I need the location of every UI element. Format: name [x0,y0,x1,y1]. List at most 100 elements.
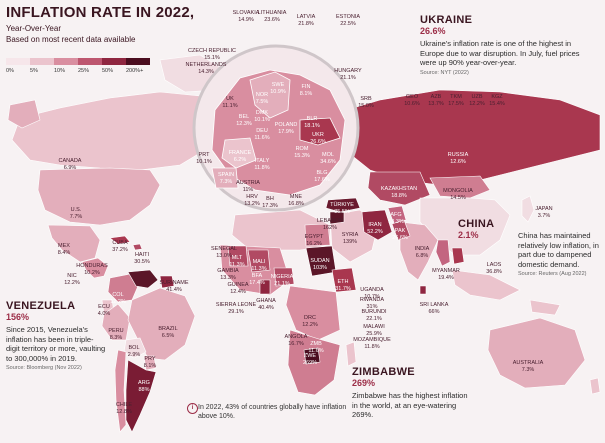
country-value: 13.3% [220,274,236,281]
country-value: 11.8% [364,343,380,350]
country-value: 10.2% [84,269,100,276]
region-new-guinea [529,299,561,316]
country-name: MYANMAR [432,268,460,274]
country-name: CHILE [115,402,133,408]
country-label: ITALY 11.8% [254,158,269,171]
country-value: 12.6% [450,158,466,165]
country-value: 269% [302,359,318,366]
country-value: 37.2% [112,246,128,253]
country-value: 52.2% [367,228,383,235]
country-value: 10.1% [196,158,212,165]
country-label: PERU 8.3% [108,328,123,341]
region-central-america [81,257,109,279]
country-name: SENEGAL [211,246,237,252]
region-mongolia [429,175,491,199]
country-label: EGYPT 16.2% [305,234,324,247]
country-label: LEBANON 162% [317,218,343,231]
info-icon: i [187,403,198,414]
country-value: 8.1% [299,90,313,97]
country-name: BURUNDI [361,309,387,315]
country-value: 7.5% [255,98,269,105]
country-label: FRANCE 6.2% [229,150,252,163]
country-value: 10.9% [270,88,286,95]
country-value: 85.5% [334,208,350,215]
country-name: ETH [337,279,349,285]
country-value: 162% [322,224,338,231]
country-name: MNE [289,194,303,200]
country-name: SURINAME [159,280,189,286]
country-label: BLR 18.1% [304,116,320,129]
country-name: SLOVAKIA [232,10,260,16]
country-label: SRI LANKA 66% [420,302,449,315]
country-value: 8.1% [143,362,157,369]
country-value: 8.3% [109,334,123,341]
region-japan [521,195,535,223]
country-name: MONGOLIA [443,188,473,194]
country-value: 15.0% [358,102,374,109]
region-new-zealand [589,377,601,395]
country-name: NIC [67,273,77,279]
subtitle-line-2: Based on most recent data available [6,35,136,44]
country-value: 41.4% [166,286,182,293]
country-value: 21.8% [298,20,314,27]
country-label: DRC 12.2% [302,315,318,328]
country-label: GHANA 40.4% [256,298,276,311]
country-label: ZMB 11.6% [308,341,323,354]
country-name: LITHUANIA [257,10,287,16]
country-name: TÜRKIYE [330,202,354,208]
country-value: 18.8% [391,192,407,199]
country-label: RUSSIA 12.6% [448,152,468,165]
country-label: MNE 16.8% [288,194,304,207]
country-label: BEL 12.3% [236,114,252,127]
country-label: PRT 10.1% [196,152,212,165]
country-label: ARG 88% [138,380,150,393]
country-value: 16.8% [288,200,304,207]
country-label: SENEGAL 13.0% [211,246,237,259]
country-value: 12.3% [236,120,252,127]
region-se-asia [451,269,521,301]
country-value: 7.7% [69,213,83,220]
country-name: U.S. [70,207,82,213]
region-paraguay [143,355,157,371]
country-value: 17.9% [278,128,294,135]
country-label: NETHERLANDS 14.3% [186,62,227,75]
country-name: SWE [271,82,285,88]
country-name: POLAND [274,122,298,128]
country-label: KGZ 15.4% [489,94,505,107]
country-label: SWE 10.9% [270,82,286,95]
region-egypt [304,223,331,247]
region-bolivia [123,337,147,359]
country-value: 17.5% [448,100,464,107]
region-zimbabwe [303,347,321,365]
country-label: ETH 31.7% [335,279,351,292]
country-label: BOL 2.9% [128,345,141,358]
region-suriname [159,275,175,289]
country-label: U.S. 7.7% [70,207,83,220]
callout-china-head: CHINA 2.1% [458,218,526,241]
country-label: AUSTRIA 11% [236,180,260,193]
country-name: BFA [251,273,263,279]
country-value: 8.4% [57,249,71,256]
callout-venezuela: VENEZUELA 156% Since 2015, Venezuela's i… [6,300,106,374]
country-value: 7.3% [521,366,535,373]
country-name: UK [226,96,234,102]
legend-label: 0% [6,68,14,74]
country-label: MLT 11.3% [229,255,244,268]
country-value: 13.2% [244,200,260,207]
country-value: 26.6% [392,234,408,241]
country-name: FIN [301,84,311,90]
country-label: IRAN 52.2% [367,222,383,235]
country-name: GEO [405,94,419,100]
region-pakistan [391,219,411,241]
country-value: 12.2% [110,298,126,305]
country-name: SPAIN [217,172,235,178]
region-india [399,221,439,281]
legend-swatch [78,58,102,65]
callout-venezuela-heading: VENEZUELA [6,300,76,312]
callout-zimbabwe-heading: ZIMBABWE [352,366,415,378]
country-label: NOR 7.5% [256,92,269,105]
country-value: 22.5% [340,20,356,27]
country-name: AFG [390,212,402,218]
country-value: 3.7% [537,212,551,219]
